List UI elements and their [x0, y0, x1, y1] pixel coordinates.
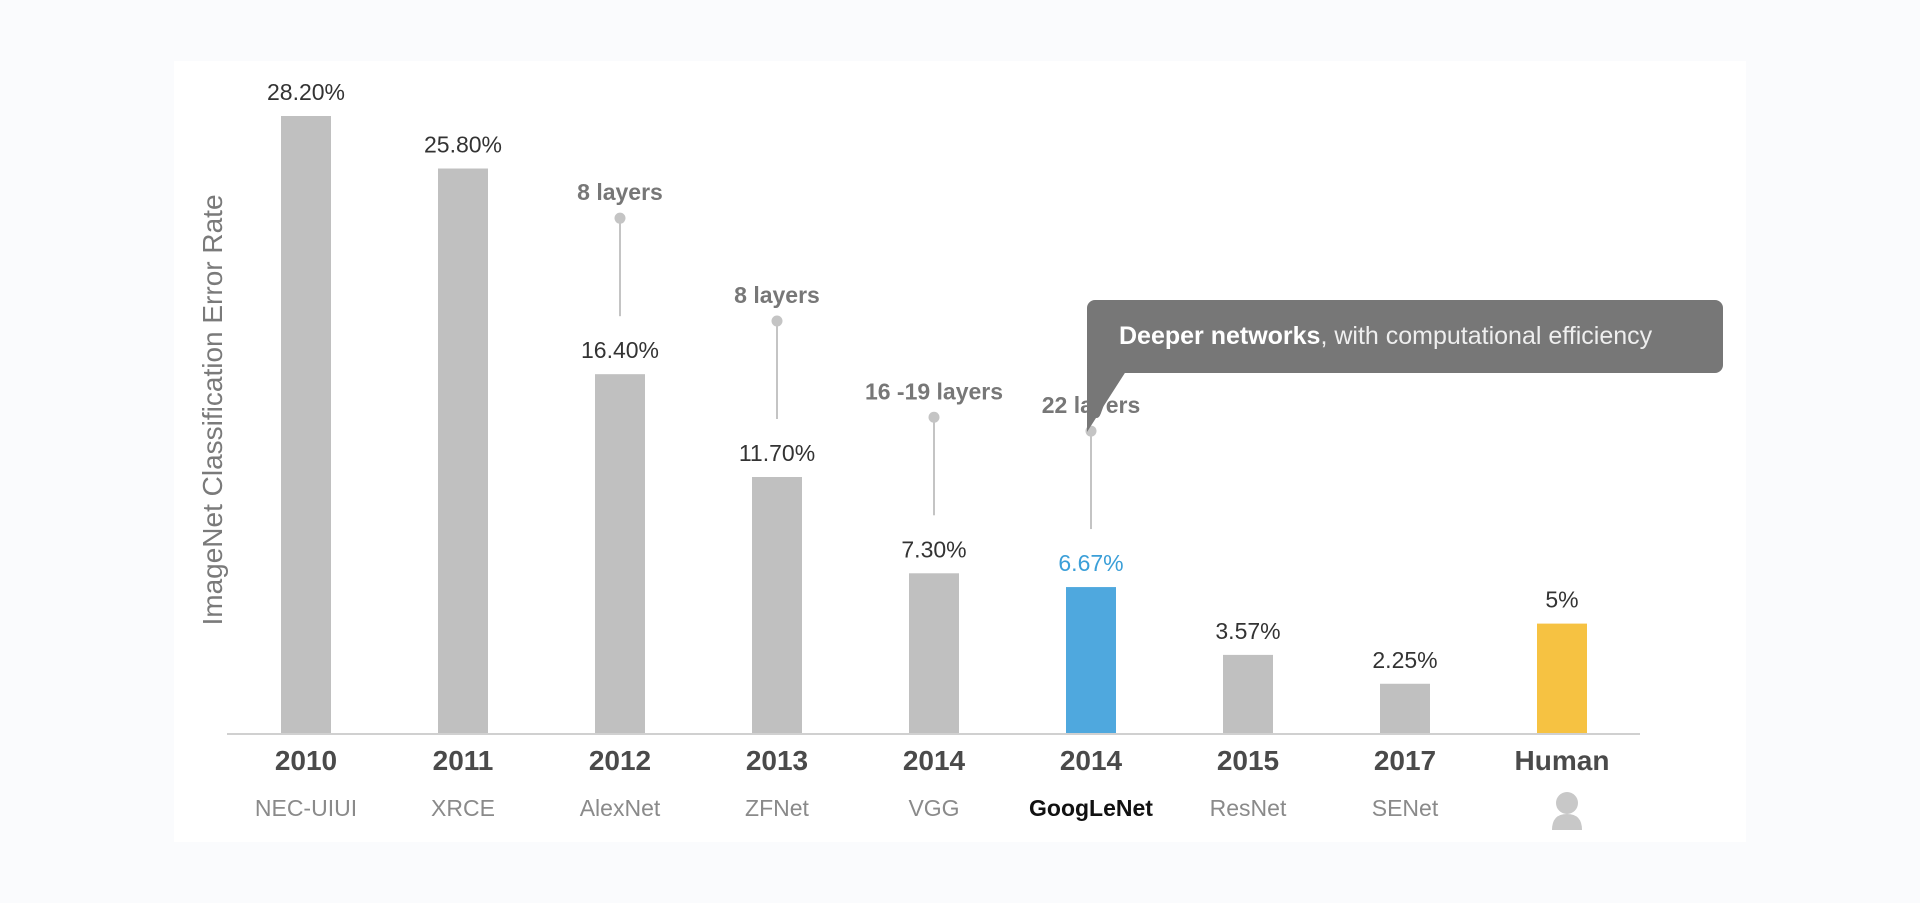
model-name-4: VGG [908, 795, 959, 821]
value-label-1: 25.80% [424, 132, 502, 158]
model-name-6: ResNet [1210, 795, 1287, 821]
annotation-dot-4 [928, 411, 940, 423]
y-axis-label: ImageNet Classification Error Rate [197, 194, 228, 625]
annotation-dot-3 [771, 315, 783, 327]
value-label-0: 28.20% [267, 79, 345, 105]
x-tick-label-5: 2014 [1060, 745, 1123, 776]
model-name-7: SENet [1372, 795, 1439, 821]
bar-8 [1537, 623, 1587, 733]
bar-5 [1066, 587, 1116, 733]
x-tick-label-8: Human [1515, 745, 1610, 776]
callout-bold-text: Deeper networks [1119, 322, 1321, 350]
bar-4 [909, 573, 959, 733]
callout-pointer [1087, 365, 1130, 432]
value-label-6: 3.57% [1215, 618, 1280, 644]
layer-annotation-2: 8 layers [577, 179, 663, 205]
bar-2 [595, 374, 645, 733]
callout-rest-text: , with computational efficiency [1320, 322, 1653, 350]
value-label-8: 5% [1545, 587, 1578, 613]
callout-box: Deeper networks, with computational effi… [1087, 300, 1723, 373]
x-tick-label-4: 2014 [903, 745, 966, 776]
annotation-dot-2 [614, 212, 626, 224]
person-icon-body [1552, 814, 1582, 830]
x-tick-label-7: 2017 [1374, 745, 1436, 776]
model-name-1: XRCE [431, 795, 495, 821]
model-name-2: AlexNet [580, 795, 661, 821]
value-label-4: 7.30% [901, 536, 966, 562]
value-label-5: 6.67% [1058, 550, 1123, 576]
x-tick-label-1: 2011 [433, 745, 494, 776]
model-name-5: GoogLeNet [1029, 795, 1153, 821]
value-label-2: 16.40% [581, 337, 659, 363]
layer-annotation-4: 16 -19 layers [865, 378, 1003, 404]
bar-6 [1223, 654, 1273, 733]
layer-annotation-3: 8 layers [734, 282, 820, 308]
value-label-3: 11.70% [739, 440, 815, 466]
chart-card [174, 61, 1746, 842]
person-icon [1556, 792, 1578, 814]
bar-1 [438, 168, 488, 734]
bar-0 [281, 116, 331, 733]
x-tick-label-2: 2012 [589, 745, 651, 776]
x-tick-label-0: 2010 [275, 745, 337, 776]
model-name-3: ZFNet [745, 795, 810, 821]
value-label-7: 2.25% [1372, 647, 1437, 673]
x-tick-label-6: 2015 [1217, 745, 1279, 776]
bar-3 [752, 477, 802, 733]
model-name-0: NEC-UIUI [255, 795, 357, 821]
x-tick-label-3: 2013 [746, 745, 808, 776]
bar-7 [1380, 683, 1430, 733]
